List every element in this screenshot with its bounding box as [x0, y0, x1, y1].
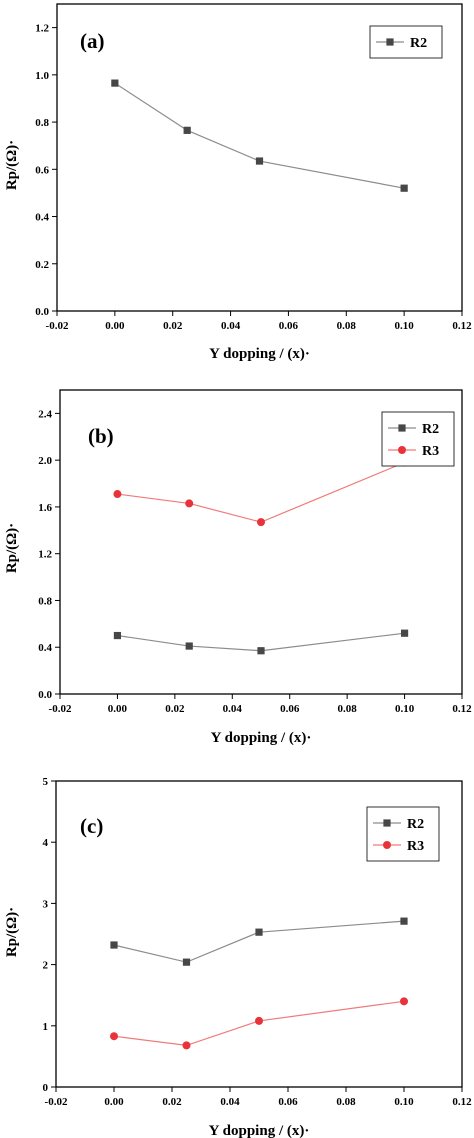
y-tick-label: 1.0	[35, 70, 49, 82]
panel-label: (b)	[88, 424, 114, 448]
series-line-R2	[113, 920, 405, 963]
y-tick-label: 2	[43, 960, 49, 972]
x-tick-label: 0.00	[105, 320, 125, 332]
data-point-R2	[400, 629, 409, 637]
data-point-R2	[183, 126, 191, 134]
data-point-R3	[182, 1041, 191, 1050]
x-axis-title: Y dopping / (x)·	[211, 730, 312, 746]
x-tick-label: 0.06	[280, 703, 300, 715]
data-point-R2	[400, 917, 408, 925]
legend-marker-R2	[398, 424, 406, 432]
data-point-R2	[185, 642, 193, 650]
panel-label: (c)	[80, 814, 103, 838]
x-tick-label: 0.10	[394, 1096, 414, 1108]
y-tick-label: 1	[43, 1021, 49, 1033]
legend-marker-R2	[386, 38, 394, 46]
data-point-R2	[400, 184, 408, 192]
x-tick-label: 0.02	[165, 703, 185, 715]
legend-label-R2: R2	[407, 817, 424, 832]
x-tick-label: -0.02	[46, 320, 69, 332]
x-tick-label: 0.02	[162, 1096, 182, 1108]
data-point-R2	[255, 928, 263, 936]
data-point-R3	[255, 1016, 263, 1025]
x-tick-label: 0.06	[279, 320, 299, 332]
y-tick-label: 5	[43, 776, 49, 788]
legend-label-R2: R2	[422, 422, 439, 437]
data-point-R2	[113, 631, 122, 640]
y-tick-label: 2.0	[38, 455, 52, 467]
legend-marker-R2	[383, 819, 391, 827]
x-tick-label: 0.02	[163, 320, 183, 332]
plot-frame	[55, 780, 463, 1088]
legend-box	[381, 411, 455, 467]
x-tick-label: 0.04	[223, 703, 243, 715]
y-tick-label: 0.4	[35, 212, 49, 224]
x-tick-label: 0.08	[336, 1096, 356, 1108]
x-tick-label: 0.00	[108, 703, 128, 715]
x-tick-label: 0.06	[278, 1096, 298, 1108]
y-tick-label: 0.8	[35, 117, 49, 129]
data-point-R2	[257, 647, 265, 655]
y-tick-label: 0.6	[35, 164, 49, 176]
legend-marker-R3	[383, 841, 391, 849]
panel-label: (a)	[80, 29, 105, 53]
y-tick-label: 0.0	[38, 689, 52, 701]
legend-label-R3: R3	[407, 839, 424, 854]
plot-frame	[56, 3, 463, 312]
panel-c: -0.02 0.00 0.02 0.04 0.06 0.08 0.10 0.12 0 1 2 3 4 5 Y…	[4, 776, 472, 1138]
panel-a: -0.02 0.00 0.02 0.04 0.06 0.08 0.10 0.12 0.0 0.2 0…	[4, 3, 472, 362]
legend-label-R2: R2	[410, 36, 427, 51]
x-tick-label: 0.10	[395, 320, 415, 332]
y-tick-label: 1.2	[35, 23, 49, 35]
x-tick-label: 0.04	[220, 1096, 240, 1108]
legend-marker-R3	[398, 446, 406, 454]
y-axis-title: Rp/(Ω)·	[4, 140, 20, 190]
x-tick-label: -0.02	[49, 703, 72, 715]
x-tick-label: 0.08	[337, 320, 357, 332]
y-tick-label: 1.2	[38, 549, 52, 561]
x-tick-label: -0.02	[45, 1096, 68, 1108]
y-axis-title: Rp/(Ω)·	[4, 907, 20, 957]
legend-box	[366, 806, 440, 862]
y-tick-label: 0.2	[35, 259, 49, 271]
series-line-R2	[114, 82, 405, 189]
x-axis-title: Y dopping / (x)·	[209, 346, 310, 362]
y-tick-label: 0.0	[35, 306, 49, 318]
legend-label-R3: R3	[422, 444, 439, 459]
plot-frame	[59, 389, 463, 695]
x-axis-title: Y dopping / (x)·	[209, 1123, 310, 1138]
panel-b: -0.02 0.00 0.02 0.04 0.06 0.08 0.10 0.12 0.0 0.4 0…	[4, 389, 472, 746]
x-tick-label: 0.12	[452, 703, 472, 715]
data-point-R2	[110, 941, 118, 949]
x-tick-label: 0.04	[221, 320, 241, 332]
x-tick-label: 0.10	[395, 703, 415, 715]
data-point-R2	[182, 958, 191, 966]
x-tick-label: 0.12	[452, 320, 472, 332]
data-point-R3	[113, 490, 122, 499]
y-tick-label: 4	[43, 837, 49, 849]
y-tick-label: 2.4	[38, 408, 52, 420]
data-point-R2	[255, 157, 264, 165]
y-tick-label: 1.6	[38, 502, 52, 514]
x-tick-label: 0.00	[104, 1096, 124, 1108]
data-point-R3	[185, 499, 194, 508]
series-line-R2	[117, 632, 405, 652]
x-tick-label: 0.08	[338, 703, 358, 715]
data-point-R3	[110, 1032, 118, 1041]
series-line-R3	[117, 461, 405, 523]
y-tick-label: 3	[43, 898, 49, 910]
series-line-R3	[113, 1000, 405, 1046]
x-tick-label: 0.12	[452, 1096, 472, 1108]
data-point-R3	[257, 518, 265, 527]
y-tick-label: 0.4	[38, 642, 52, 654]
y-axis-title: Rp/(Ω)·	[4, 523, 20, 573]
data-point-R3	[400, 997, 408, 1006]
y-tick-label: 0	[43, 1082, 49, 1094]
data-point-R2	[111, 79, 119, 87]
y-tick-label: 0.8	[38, 595, 52, 607]
